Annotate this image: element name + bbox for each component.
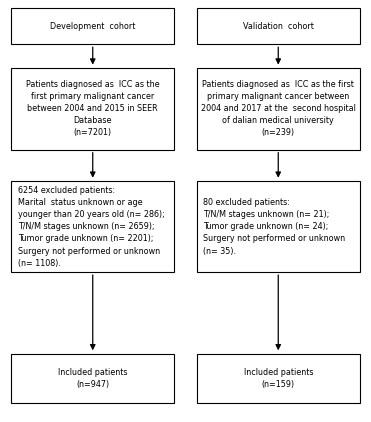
FancyBboxPatch shape bbox=[11, 181, 174, 272]
Text: Development  cohort: Development cohort bbox=[50, 22, 135, 31]
FancyBboxPatch shape bbox=[197, 68, 360, 150]
Text: 80 excluded patients:
T/N/M stages unknown (n= 21);
Tumor grade unknown (n= 24);: 80 excluded patients: T/N/M stages unkno… bbox=[203, 198, 345, 256]
FancyBboxPatch shape bbox=[11, 68, 174, 150]
FancyBboxPatch shape bbox=[197, 8, 360, 44]
Text: Patients diagnosed as  ICC as the first
primary malignant cancer between
2004 an: Patients diagnosed as ICC as the first p… bbox=[201, 80, 356, 138]
FancyBboxPatch shape bbox=[197, 354, 360, 403]
FancyBboxPatch shape bbox=[11, 354, 174, 403]
FancyBboxPatch shape bbox=[11, 8, 174, 44]
Text: Validation  cohort: Validation cohort bbox=[243, 22, 314, 31]
Text: 6254 excluded patients:
Marital  status unknown or age
younger than 20 years old: 6254 excluded patients: Marital status u… bbox=[18, 186, 165, 268]
FancyBboxPatch shape bbox=[197, 181, 360, 272]
Text: Included patients
(n=947): Included patients (n=947) bbox=[58, 368, 128, 390]
Text: Included patients
(n=159): Included patients (n=159) bbox=[243, 368, 313, 390]
Text: Patients diagnosed as  ICC as the
first primary malignant cancer
between 2004 an: Patients diagnosed as ICC as the first p… bbox=[26, 80, 160, 138]
